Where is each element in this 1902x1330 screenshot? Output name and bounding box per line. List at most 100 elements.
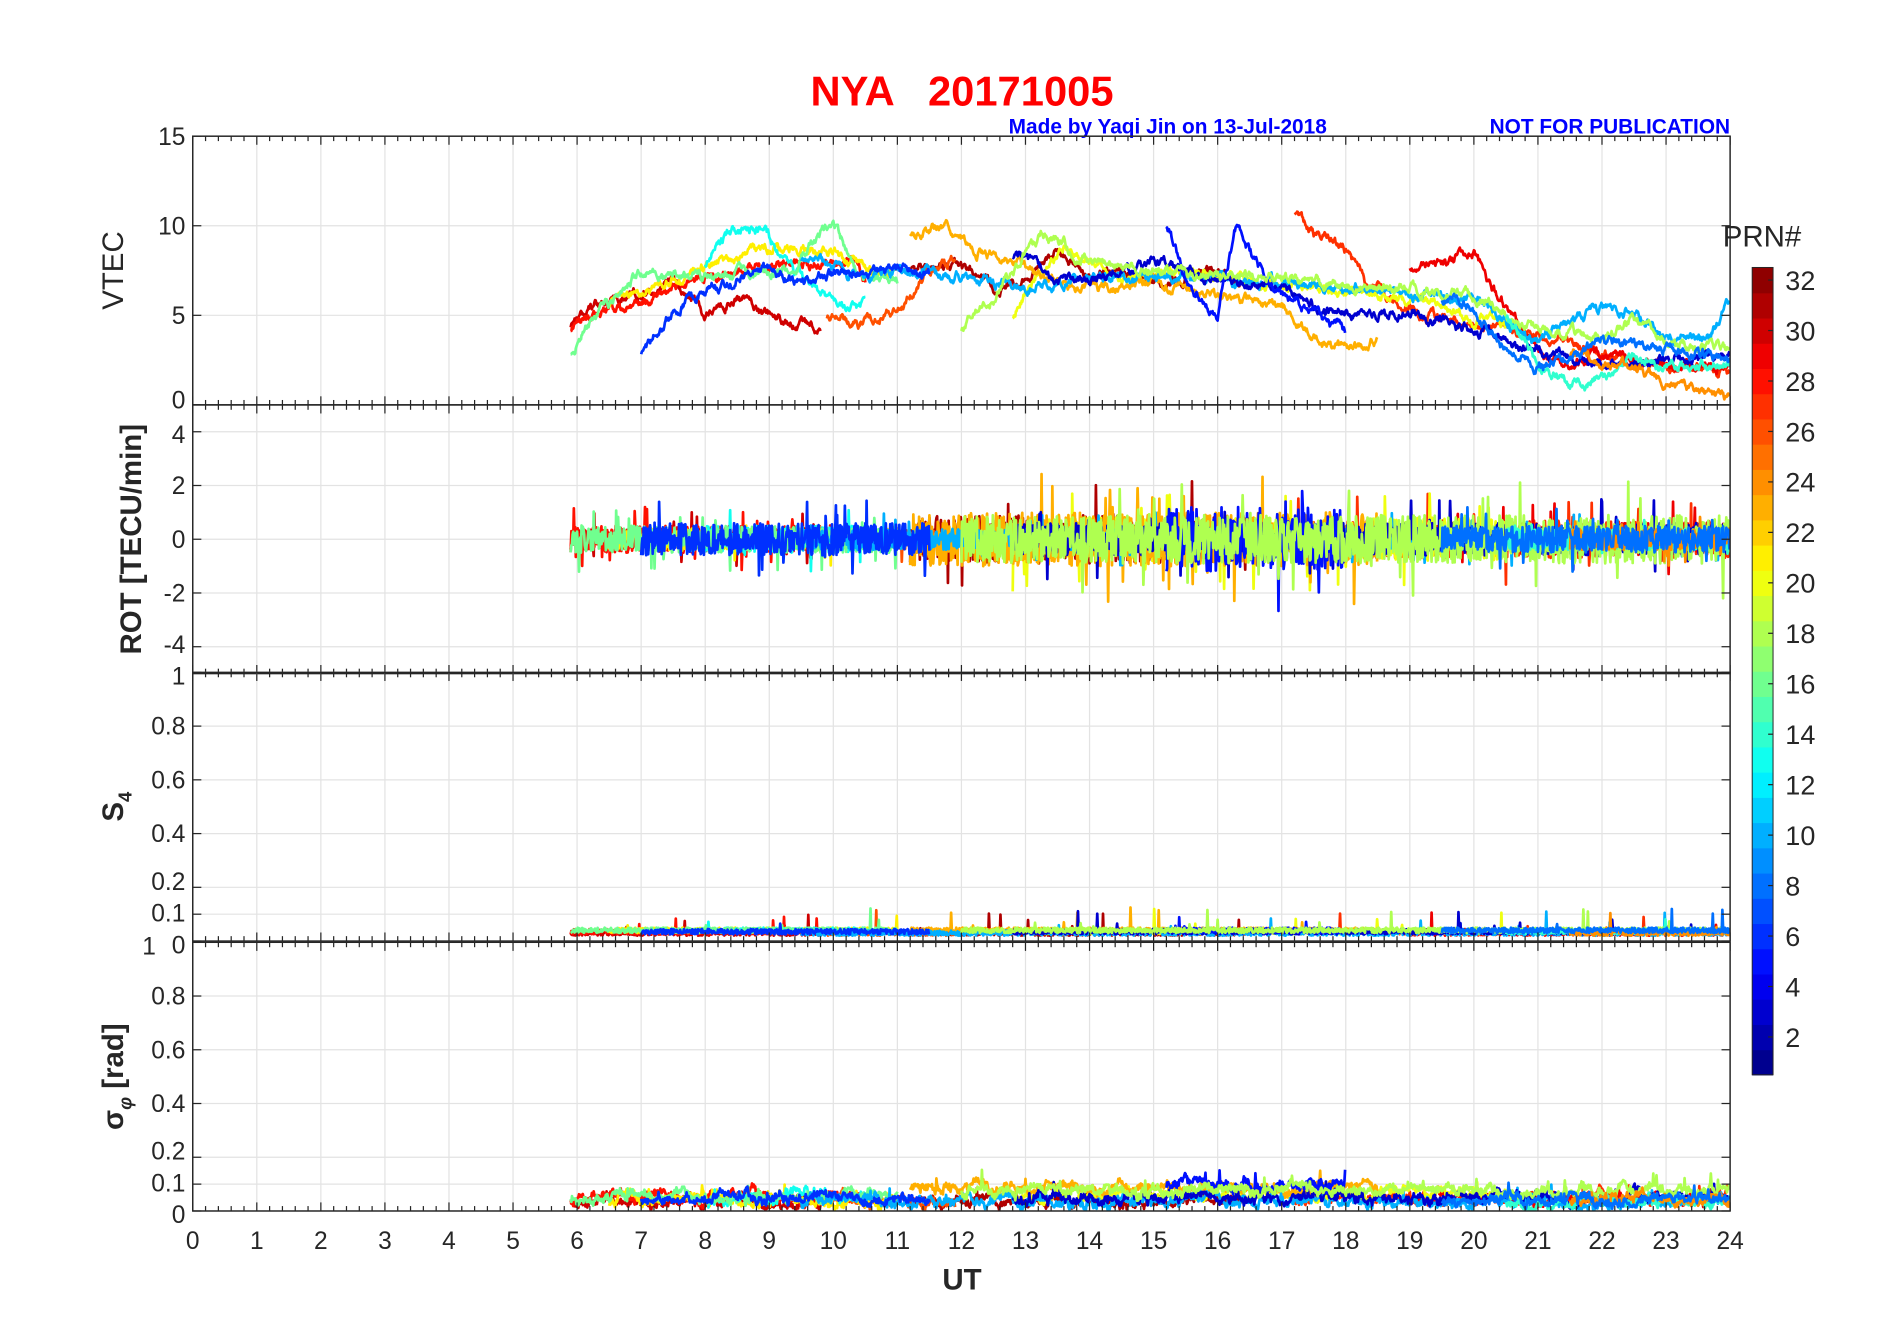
- colorbar-swatch-prn-28: [1752, 368, 1774, 395]
- colorbar-swatch-prn-23: [1752, 494, 1774, 521]
- colorbar-tick-label: 32: [1785, 266, 1815, 296]
- chart-title: NYA 20171005: [811, 68, 1114, 115]
- x-tick-label: 2: [314, 1228, 328, 1255]
- series-line-prn-8-sigma: [1440, 1181, 1731, 1211]
- colorbar-swatch-prn-18: [1752, 620, 1774, 647]
- x-tick-label: 24: [1716, 1228, 1743, 1255]
- x-tick-label: 13: [1012, 1228, 1039, 1255]
- y-tick-label: 0.6: [151, 767, 185, 794]
- y-tick-label: 0.1: [151, 901, 185, 928]
- colorbar-swatch-prn-24: [1752, 469, 1774, 496]
- y-axis-label-vtec: VTEC: [97, 231, 130, 310]
- colorbar-tick-label: 4: [1785, 972, 1800, 1002]
- colorbar-tick-label: 20: [1785, 569, 1815, 599]
- series-line-prn-24-vtec: [1569, 348, 1731, 401]
- colorbar-swatch-prn-12: [1752, 772, 1774, 798]
- y-tick-label: -4: [164, 632, 186, 659]
- colorbar-swatch-prn-13: [1752, 746, 1774, 773]
- series-line-prn-5-vtec: [1165, 223, 1347, 334]
- x-tick-label: 7: [634, 1228, 648, 1255]
- series-line-prn-8-rot: [1440, 505, 1731, 573]
- y-tick-label: 0: [172, 1202, 186, 1229]
- series-line-prn-21-vtec: [607, 241, 899, 308]
- colorbar-swatch-prn-21: [1752, 544, 1774, 571]
- colorbar-swatch-prn-9: [1752, 847, 1774, 874]
- colorbar-tick-label: 30: [1785, 316, 1815, 346]
- x-tick-label: 21: [1524, 1228, 1551, 1255]
- y-axis-label-subscript: φ: [114, 1097, 135, 1110]
- y-tick-label: 0: [172, 932, 186, 959]
- colorbar-swatch-prn-16: [1752, 671, 1774, 697]
- series-line-prn-6-sigma: [639, 1185, 931, 1208]
- x-tick-label: 1: [250, 1228, 264, 1255]
- series-line-prn-6-vtec: [639, 261, 931, 355]
- series-line-prn-28-vtec: [570, 254, 867, 333]
- x-tick-label: 6: [570, 1228, 584, 1255]
- y-axis-label-rot: ROT [TECU/min]: [115, 424, 148, 655]
- series-group: [569, 1168, 1731, 1211]
- series-line-prn-5-sigma: [1165, 1169, 1347, 1196]
- x-tick-label: 22: [1588, 1228, 1615, 1255]
- y-tick-label: 0: [172, 527, 186, 554]
- colorbar-tick-label: 16: [1785, 670, 1815, 700]
- colorbar-tick-label: 14: [1785, 720, 1815, 750]
- colorbar-swatch-prn-4: [1752, 973, 1774, 1000]
- panel-vtec: 0 5 10 15 VTEC: [97, 124, 1731, 415]
- colorbar-swatch-prn-20: [1752, 570, 1774, 597]
- colorbar-swatch-prn-7: [1752, 898, 1774, 925]
- x-tick-label: 0: [186, 1228, 200, 1255]
- y-tick-label: -2: [164, 581, 186, 608]
- y-tick-label: 1: [172, 664, 186, 691]
- x-tick-label: 23: [1652, 1228, 1679, 1255]
- colorbar-swatch-prn-27: [1752, 393, 1774, 420]
- colorbar-tick-label: 2: [1785, 1023, 1800, 1053]
- y-tick-label: 0.2: [151, 1139, 185, 1166]
- colorbar-border: [1751, 266, 1774, 1076]
- colorbar-swatch-prn-30: [1752, 317, 1774, 344]
- panel-s4: 0 0.1 0.2 0.4 0.6 0.8 1 S4: [97, 664, 1731, 959]
- colorbar-swatch-prn-19: [1752, 595, 1774, 622]
- x-tick-label: 17: [1268, 1228, 1295, 1255]
- x-tick-label: 19: [1396, 1228, 1423, 1255]
- series-line-prn-18-sigma: [960, 1168, 1731, 1203]
- x-tick-label: 4: [442, 1228, 456, 1255]
- x-tick-label: 20: [1460, 1228, 1487, 1255]
- y-tick-label: 0.4: [151, 821, 185, 848]
- colorbar-swatch-prn-1: [1752, 1049, 1774, 1076]
- x-tick-label: 18: [1332, 1228, 1359, 1255]
- series-line-prn-8-vtec: [1440, 292, 1731, 376]
- colorbar-swatch-prn-11: [1752, 797, 1774, 824]
- colorbar-swatch-prn-22: [1752, 519, 1774, 546]
- y-tick-label: 4: [172, 422, 186, 449]
- y-tick-label: 0: [172, 388, 186, 415]
- colorbar-tick-label: 26: [1785, 417, 1815, 447]
- x-tick-label: 8: [698, 1228, 712, 1255]
- y-tick-label: 0.8: [151, 714, 185, 741]
- y-tick-label: 0.6: [151, 1037, 185, 1064]
- colorbar-swatch-prn-8: [1752, 872, 1774, 899]
- colorbar-swatch-prn-14: [1752, 721, 1774, 748]
- series-line-prn-16-vtec: [570, 219, 899, 356]
- chart-subtitle: Made by Yaqi Jin on 13-Jul-2018: [1009, 116, 1327, 139]
- x-tick-label: 9: [762, 1228, 776, 1255]
- y-axis-label-subscript: 4: [114, 791, 135, 802]
- colorbar-swatch-prn-2: [1752, 1024, 1774, 1051]
- colorbar-swatch-prn-17: [1752, 645, 1774, 672]
- series-group: [569, 472, 1731, 613]
- colorbar-swatch-prn-25: [1752, 444, 1774, 470]
- series-group: [569, 210, 1731, 401]
- y-tick-label: 1: [142, 934, 156, 961]
- y-tick-label: 2: [172, 473, 186, 500]
- colorbar-tick-label: 28: [1785, 367, 1815, 397]
- y-tick-label: 0.2: [151, 869, 185, 896]
- colorbar-tick-label: 24: [1785, 468, 1815, 498]
- colorbar-tick-label: 8: [1785, 871, 1800, 901]
- x-tick-label: 14: [1076, 1228, 1103, 1255]
- colorbar-tick-label: 10: [1785, 821, 1815, 851]
- colorbar-swatch-prn-5: [1752, 948, 1774, 975]
- y-tick-label: 0.1: [151, 1170, 185, 1197]
- y-axis-label-s4: S4: [97, 791, 136, 822]
- x-tick-label: 5: [506, 1228, 520, 1255]
